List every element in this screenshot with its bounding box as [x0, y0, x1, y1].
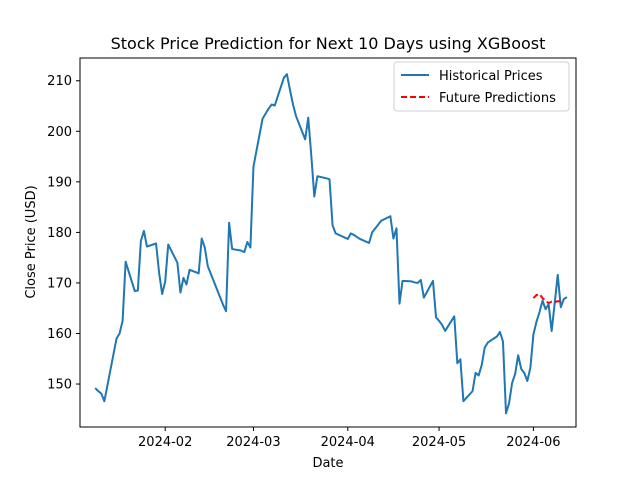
x-tick-label: 2024-02 [138, 435, 192, 450]
series-line-predictions [532, 293, 561, 305]
chart-title: Stock Price Prediction for Next 10 Days … [111, 34, 546, 53]
plot-area [94, 73, 568, 415]
legend-historical-label: Historical Prices [439, 69, 543, 84]
x-tick-label: 2024-06 [506, 435, 560, 450]
y-tick-label: 190 [47, 175, 72, 190]
x-tick-label: 2024-05 [412, 435, 466, 450]
y-tick-label: 150 [47, 378, 72, 393]
legend-predictions-label: Future Predictions [439, 91, 556, 106]
x-axis-label: Date [312, 456, 343, 471]
x-tick-label: 2024-04 [321, 435, 375, 450]
y-tick-label: 200 [47, 125, 72, 140]
y-tick-label: 160 [47, 327, 72, 342]
legend-box [393, 61, 570, 112]
y-tick-label: 170 [47, 276, 72, 291]
y-axis-label: Close Price (USD) [24, 185, 39, 298]
series-line-historical [94, 73, 568, 415]
legend: Historical Prices Future Predictions [393, 61, 570, 112]
axes-frame [79, 57, 577, 428]
y-tick-label: 180 [47, 226, 72, 241]
y-tick-label: 210 [47, 74, 72, 89]
x-tick-label: 2024-03 [226, 435, 280, 450]
axes: 150 160 170 180 190 200 210 2024-02 2024-03 2024-… [47, 57, 577, 450]
